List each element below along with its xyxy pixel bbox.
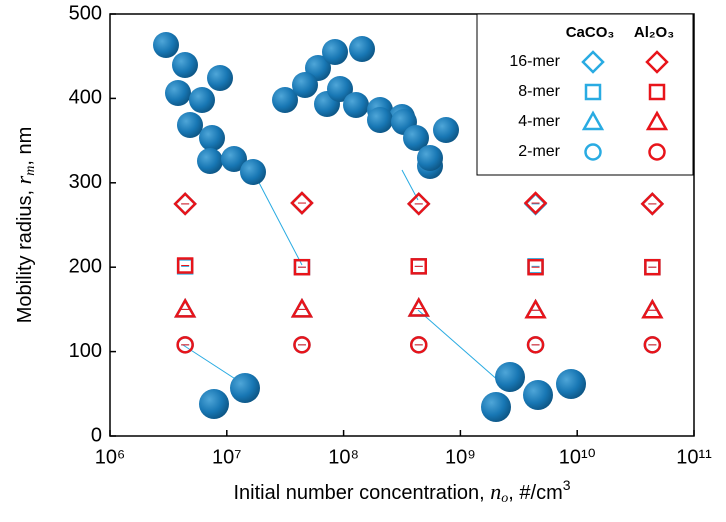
- point: [640, 192, 665, 216]
- y-tick-label: 300: [69, 171, 102, 193]
- aggregate-16mer-a: [153, 32, 266, 185]
- plot-frame: [109, 13, 695, 437]
- point: [176, 257, 194, 274]
- x-axis-label: Initial number concentration, no, #/cm3: [233, 477, 570, 507]
- point: [643, 336, 662, 354]
- x-label-symbol: n: [490, 479, 501, 504]
- x-tick-label: 10¹¹: [676, 446, 712, 468]
- point: [406, 192, 431, 216]
- marker-square: [648, 83, 666, 101]
- y-tick-label: 200: [69, 255, 102, 277]
- y-tick-label: 0: [91, 424, 102, 446]
- x-tick-label: 10⁸: [328, 446, 359, 468]
- aggregate-16mer-b: [272, 36, 459, 179]
- legend-label: 4-mer: [518, 113, 560, 130]
- point: [523, 191, 548, 215]
- x-label-unit: , #/cm: [508, 482, 562, 504]
- y-label-text: Mobility radius,: [14, 184, 36, 323]
- point: [293, 336, 311, 354]
- legend-label: 8-mer: [518, 83, 560, 100]
- point: [526, 336, 545, 354]
- marker-circle: [584, 143, 602, 161]
- legend-header: Al₂O₃: [634, 24, 674, 41]
- marker-triangle: [581, 110, 605, 131]
- marker-triangle: [645, 110, 669, 131]
- point: [644, 258, 661, 276]
- x-label-subscript: o: [501, 491, 508, 506]
- marker-square: [584, 83, 602, 101]
- y-axis-label: Mobility radius, rm, nm: [11, 127, 38, 324]
- aggregate-2mer: [199, 373, 260, 419]
- point: [290, 297, 314, 318]
- marker-diamond: [581, 50, 605, 74]
- y-tick-label: 500: [69, 2, 102, 24]
- point: [410, 258, 428, 275]
- y-tick-label: 100: [69, 340, 102, 362]
- y-tick-label: 400: [69, 87, 102, 109]
- marker-diamond: [645, 50, 669, 74]
- x-label-text: Initial number concentration,: [233, 482, 490, 504]
- x-tick-label: 10⁷: [212, 446, 241, 468]
- aggregate-4mer: [481, 362, 586, 422]
- point: [527, 258, 544, 276]
- connectors: [182, 169, 501, 383]
- x-tick-label: 10⁹: [445, 446, 476, 468]
- point: [407, 297, 430, 317]
- x-tick-label: 10¹⁰: [559, 446, 596, 468]
- connector: [254, 174, 303, 266]
- aggregate-illustrations: [153, 32, 586, 422]
- legend-header: CaCO₃: [566, 24, 615, 41]
- point: [410, 336, 428, 354]
- connector: [182, 344, 241, 383]
- point: [174, 297, 197, 318]
- x-tick-label: 10⁶: [95, 446, 125, 468]
- point: [290, 191, 314, 215]
- point: [176, 336, 194, 354]
- x-label-superscript: 3: [563, 477, 571, 493]
- legend-label: 16-mer: [509, 53, 560, 70]
- series: [173, 191, 665, 354]
- y-label-symbol: r: [11, 175, 36, 184]
- marker-circle: [648, 143, 666, 161]
- legend-label: 2-mer: [518, 143, 560, 160]
- point: [293, 258, 311, 276]
- connector: [401, 169, 419, 201]
- y-label-subscript: m: [23, 166, 38, 176]
- connector: [417, 309, 501, 383]
- point: [524, 298, 547, 319]
- y-label-unit: , nm: [14, 127, 36, 166]
- point: [173, 192, 197, 216]
- point: [641, 298, 664, 319]
